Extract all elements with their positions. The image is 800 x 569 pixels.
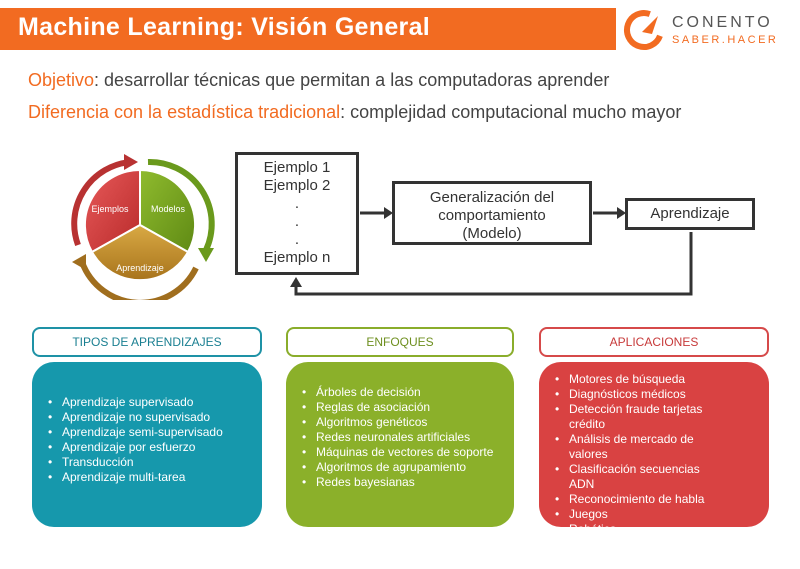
panel-aplicaciones: Motores de búsqueda Diagnósticos médicos… bbox=[539, 362, 769, 537]
conento-logo-icon bbox=[624, 10, 664, 50]
example-dot: . bbox=[294, 213, 300, 230]
list-item: Algoritmos de agrupamiento bbox=[300, 460, 514, 475]
difference-line: Diferencia con la estadística tradiciona… bbox=[28, 102, 681, 123]
logo-tagline: SABER.HACER bbox=[672, 34, 779, 46]
panel-enfoques: Árboles de decisión Reglas de asociación… bbox=[286, 362, 514, 527]
header-enfoques: ENFOQUES bbox=[286, 327, 514, 357]
list-item: Aprendizaje supervisado bbox=[46, 395, 262, 410]
cycle-label-ejemplos: Ejemplos bbox=[91, 204, 129, 214]
list-item: Aprendizaje no supervisado bbox=[46, 410, 262, 425]
list-item: Motores de búsqueda bbox=[553, 372, 709, 387]
example-dot: . bbox=[294, 231, 300, 248]
list-item: Robótica bbox=[553, 522, 709, 537]
cycle-arc-red bbox=[71, 159, 131, 247]
arrow-head-red bbox=[124, 154, 138, 170]
cycle-arc-green bbox=[147, 158, 215, 252]
list-item: Algoritmos genéticos bbox=[300, 415, 514, 430]
cycle-segment-ejemplos bbox=[83, 168, 141, 254]
list-item: Clasificación secuencias ADN bbox=[553, 462, 709, 492]
page-title: Machine Learning: Visión General bbox=[18, 13, 431, 41]
list-item: Aprendizaje semi-supervisado bbox=[46, 425, 262, 440]
example-item: Ejemplo n bbox=[263, 249, 331, 266]
list-item: Reglas de asociación bbox=[300, 400, 514, 415]
title-bar: Machine Learning: Visión General bbox=[0, 8, 616, 50]
difference-text: : complejidad computacional mucho mayor bbox=[340, 102, 682, 122]
objective-line: Objetivo: desarrollar técnicas que permi… bbox=[28, 70, 609, 91]
panel-tipos-aprendizajes: Aprendizaje supervisado Aprendizaje no s… bbox=[32, 362, 262, 527]
header-tipos-aprendizajes: TIPOS DE APRENDIZAJES bbox=[32, 327, 262, 357]
example-dot: . bbox=[294, 195, 300, 212]
learning-box: Aprendizaje bbox=[625, 198, 755, 230]
arrow-head-feedback bbox=[290, 277, 302, 287]
list-item: Detección fraude tarjetas crédito bbox=[553, 402, 709, 432]
list-item: Aprendizaje por esfuerzo bbox=[46, 440, 262, 455]
list-item: Juegos bbox=[553, 507, 709, 522]
objective-label: Objetivo bbox=[28, 70, 95, 90]
arrow-head-gold bbox=[72, 254, 86, 270]
list-item: Árboles de decisión bbox=[300, 385, 514, 400]
list-item: Redes bayesianas bbox=[300, 475, 514, 490]
list-aplicaciones: Motores de búsqueda Diagnósticos médicos… bbox=[553, 372, 769, 537]
list-item: Diagnósticos médicos bbox=[553, 387, 709, 402]
list-item: Redes neuronales artificiales bbox=[300, 430, 514, 445]
cycle-arc-gold bbox=[79, 260, 199, 300]
model-line: Generalización del bbox=[429, 189, 555, 206]
learning-cycle-diagram: Ejemplos Modelos Aprendizaje bbox=[71, 154, 215, 300]
arrow-head-green bbox=[198, 248, 214, 262]
cycle-segment-modelos bbox=[139, 168, 197, 254]
example-item: Ejemplo 1 bbox=[263, 159, 331, 176]
logo-name: CONENTO bbox=[672, 14, 773, 31]
example-item: Ejemplo 2 bbox=[263, 177, 331, 194]
cycle-label-modelos: Modelos bbox=[151, 204, 186, 214]
conento-logo: CONENTO SABER.HACER bbox=[622, 8, 792, 52]
model-line: (Modelo) bbox=[462, 225, 522, 242]
header-aplicaciones: APLICACIONES bbox=[539, 327, 769, 357]
model-line: comportamiento bbox=[438, 207, 546, 224]
cycle-label-aprendizaje: Aprendizaje bbox=[116, 263, 164, 273]
list-tipos-aprendizajes: Aprendizaje supervisado Aprendizaje no s… bbox=[46, 395, 262, 485]
list-item: Máquinas de vectores de soporte bbox=[300, 445, 514, 460]
cycle-segment-aprendizaje bbox=[90, 223, 190, 282]
list-item: Transducción bbox=[46, 455, 262, 470]
difference-label: Diferencia con la estadística tradiciona… bbox=[28, 102, 341, 122]
list-item: Aprendizaje multi-tarea bbox=[46, 470, 262, 485]
examples-box: Ejemplo 1 Ejemplo 2 . . . Ejemplo n bbox=[235, 152, 359, 275]
model-box: Generalización del comportamiento (Model… bbox=[392, 181, 592, 245]
list-enfoques: Árboles de decisión Reglas de asociación… bbox=[300, 385, 514, 490]
objective-text: : desarrollar técnicas que permitan a la… bbox=[94, 70, 610, 90]
list-item: Reconocimiento de habla bbox=[553, 492, 709, 507]
list-item: Análisis de mercado de valores bbox=[553, 432, 709, 462]
